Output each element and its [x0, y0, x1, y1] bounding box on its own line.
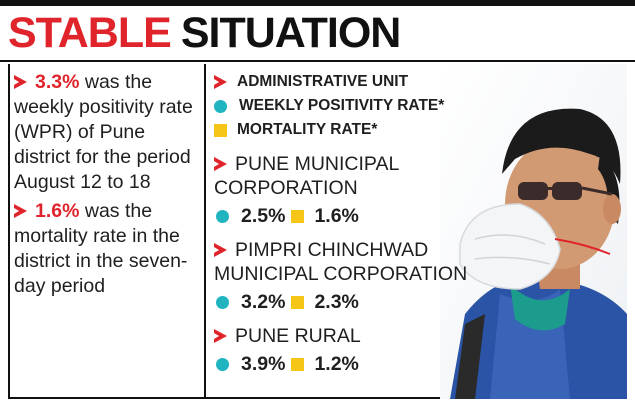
- unit-mortality-value: 1.2%: [314, 353, 359, 375]
- legend-unit-label: ADMINISTRATIVE UNIT: [237, 73, 409, 90]
- unit-mortality-value: 1.6%: [314, 205, 359, 227]
- fact-mortality-text: was the mortality rate in the district i…: [14, 200, 188, 297]
- red-arrow-icon: [14, 75, 27, 89]
- legend-unit: ADMINISTRATIVE UNIT: [214, 70, 464, 94]
- unit-pune-municipal: PUNE MUNICIPAL CORPORATION 2.5% 1.6%: [214, 152, 464, 228]
- fact-positivity-text: was the weekly positivity rate (WPR) of …: [14, 71, 193, 193]
- red-arrow-icon: [214, 75, 227, 89]
- red-arrow-icon: [214, 329, 227, 343]
- infographic-title: STABLE SITUATION: [0, 0, 635, 62]
- yellow-square-icon: [291, 295, 305, 309]
- yellow-square-icon: [291, 357, 305, 371]
- teal-dot-icon: [216, 295, 229, 309]
- fact-positivity: 3.3% was the weekly positivity rate (WPR…: [14, 70, 200, 195]
- masked-man-illustration: [440, 64, 627, 399]
- unit-values: 3.9% 1.2%: [214, 352, 464, 376]
- legend-mortality: MORTALITY RATE*: [214, 118, 464, 142]
- unit-name-line1: PIMPRI CHINCHWAD: [235, 239, 429, 261]
- right-stats-column: ADMINISTRATIVE UNIT WEEKLY POSITIVITY RA…: [214, 70, 468, 376]
- legend-wpr: WEEKLY POSITIVITY RATE*: [214, 94, 464, 118]
- teal-dot-icon: [216, 209, 229, 223]
- fact-mortality-value: 1.6%: [35, 200, 80, 222]
- legend-wpr-label: WEEKLY POSITIVITY RATE*: [239, 97, 445, 114]
- left-facts-column: 3.3% was the weekly positivity rate (WPR…: [14, 70, 200, 303]
- red-arrow-icon: [214, 157, 227, 171]
- teal-dot-icon: [214, 99, 227, 113]
- unit-name: PUNE RURAL: [214, 324, 464, 348]
- unit-pimpri-chinchwad: PIMPRI CHINCHWAD MUNICIPAL CORPORATION 3…: [214, 238, 468, 314]
- red-arrow-icon: [214, 243, 227, 257]
- unit-values: 2.5% 1.6%: [214, 204, 464, 228]
- unit-name-line1: PUNE MUNICIPAL: [235, 153, 400, 175]
- fact-mortality: 1.6% was the mortality rate in the distr…: [14, 199, 200, 299]
- legend-mortality-label: MORTALITY RATE*: [237, 121, 378, 138]
- masked-man-photo: [440, 64, 627, 399]
- unit-wpr-value: 2.5%: [241, 205, 286, 227]
- unit-pune-rural: PUNE RURAL 3.9% 1.2%: [214, 324, 464, 376]
- yellow-square-icon: [291, 209, 305, 223]
- unit-name-line2: MUNICIPAL CORPORATION: [214, 263, 468, 285]
- unit-name: PIMPRI CHINCHWAD: [214, 238, 464, 262]
- unit-name-line1: PUNE RURAL: [235, 325, 361, 347]
- title-red-part: STABLE: [8, 8, 172, 57]
- teal-dot-icon: [216, 357, 229, 371]
- unit-values: 3.2% 2.3%: [214, 290, 464, 314]
- unit-wpr-value: 3.9%: [241, 353, 286, 375]
- column-divider: [204, 64, 206, 399]
- yellow-square-icon: [214, 123, 227, 137]
- unit-name-line2: CORPORATION: [214, 177, 358, 199]
- fact-positivity-value: 3.3%: [35, 71, 80, 93]
- unit-name: PUNE MUNICIPAL: [214, 152, 464, 176]
- unit-mortality-value: 2.3%: [314, 291, 359, 313]
- unit-wpr-value: 3.2%: [241, 291, 286, 313]
- red-arrow-icon: [14, 204, 27, 218]
- title-black-part: SITUATION: [180, 8, 402, 57]
